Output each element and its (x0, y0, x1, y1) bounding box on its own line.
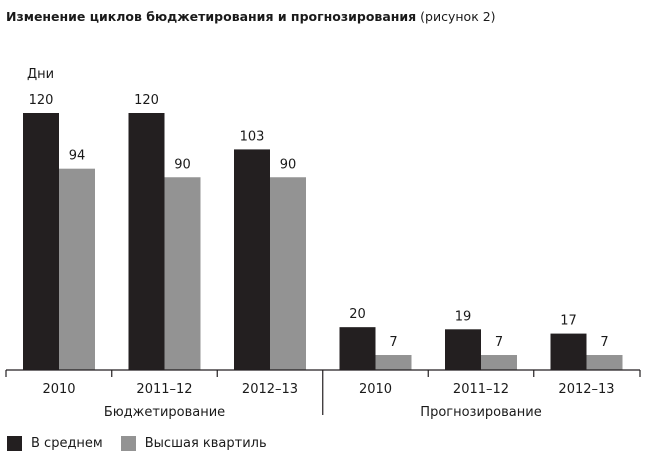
data-label-top-quartile-2: 90 (280, 157, 297, 172)
data-label-top-quartile-5: 7 (600, 335, 608, 350)
chart-title-main: Изменение циклов бюджетирования и прогно… (6, 9, 417, 24)
group-label-1: Прогнозирование (420, 405, 541, 420)
data-label-average-4: 19 (455, 309, 472, 324)
legend-label-top-quartile: Высшая квартиль (144, 436, 267, 451)
data-label-average-1: 120 (134, 93, 159, 108)
data-label-average-0: 120 (29, 93, 54, 108)
chart-title-figure-ref: (рисунок 2) (420, 9, 496, 24)
data-label-average-5: 17 (560, 314, 577, 329)
legend-label-average: В среднем (31, 436, 103, 451)
bars-layer: 120 94 120 90 103 90 20 7 19 7 17 7 (23, 93, 623, 370)
legend-swatch-top-quartile (120, 436, 136, 451)
x-tick-label-1: 2011–12 (136, 382, 192, 397)
x-tick-label-4: 2011–12 (453, 382, 509, 397)
legend-swatch-average (7, 436, 22, 451)
y-axis-unit-label: Дни (27, 67, 54, 82)
bar-top-quartile-1 (164, 177, 201, 370)
data-label-top-quartile-4: 7 (495, 335, 503, 350)
x-tick-label-2: 2012–13 (242, 382, 298, 397)
legend-item-average: В среднем (7, 436, 103, 451)
bar-top-quartile-5 (586, 355, 623, 370)
data-label-average-2: 103 (240, 129, 265, 144)
bar-top-quartile-2 (270, 177, 306, 370)
data-label-top-quartile-1: 90 (174, 157, 191, 172)
bar-top-quartile-0 (59, 168, 95, 370)
bar-top-quartile-4 (481, 355, 517, 370)
bar-chart: Дни 120 94 120 90 103 90 20 7 19 7 17 7 2010 2011–12… (5, 67, 641, 420)
chart-legend: В среднем Высшая квартиль (7, 436, 285, 451)
bar-average-0 (23, 113, 59, 370)
chart-title: Изменение циклов бюджетирования и прогно… (6, 9, 496, 24)
bar-average-2 (234, 149, 270, 370)
group-label-0: Бюджетирование (104, 405, 225, 420)
data-label-top-quartile-0: 94 (69, 149, 86, 164)
data-label-average-3: 20 (349, 307, 366, 322)
bar-average-3 (339, 327, 376, 370)
x-axis: 2010 2011–12 2012–13 2010 2011–12 2012–13 Бюдж… (5, 369, 641, 420)
x-tick-label-5: 2012–13 (558, 382, 614, 397)
x-tick-label-3: 2010 (359, 382, 392, 397)
x-tick-label-0: 2010 (42, 382, 75, 397)
bar-average-1 (128, 113, 165, 370)
bar-top-quartile-3 (375, 355, 412, 370)
legend-item-top-quartile: Высшая квартиль (120, 436, 267, 451)
data-label-top-quartile-3: 7 (389, 335, 397, 350)
bar-average-4 (445, 329, 481, 370)
bar-average-5 (550, 333, 587, 370)
